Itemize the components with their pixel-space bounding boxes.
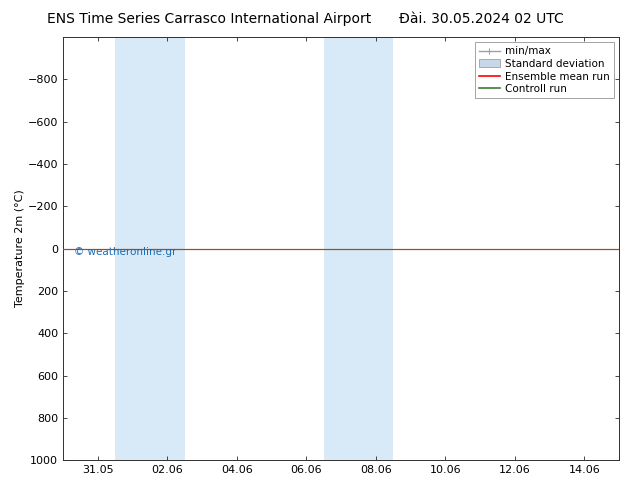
Legend: min/max, Standard deviation, Ensemble mean run, Controll run: min/max, Standard deviation, Ensemble me… xyxy=(475,42,614,98)
Text: ENS Time Series Carrasco International Airport: ENS Time Series Carrasco International A… xyxy=(47,12,372,26)
Text: © weatheronline.gr: © weatheronline.gr xyxy=(74,247,177,257)
Text: Đài. 30.05.2024 02 UTC: Đài. 30.05.2024 02 UTC xyxy=(399,12,564,26)
Y-axis label: Temperature 2m (°C): Temperature 2m (°C) xyxy=(15,190,25,307)
Bar xyxy=(115,37,184,460)
Bar xyxy=(324,37,393,460)
